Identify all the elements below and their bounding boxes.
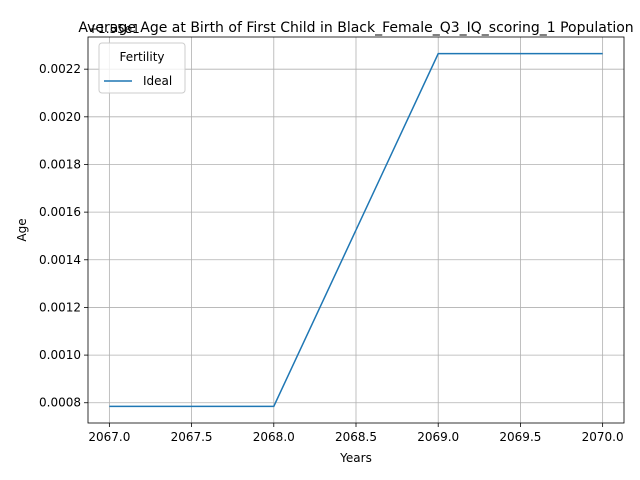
x-tick-label: 2069.5 [499,430,541,444]
x-tick-label: 2067.5 [171,430,213,444]
y-offset-text: +1.55e1 [88,22,140,36]
x-tick-label: 2068.5 [335,430,377,444]
series-line-ideal [109,52,603,408]
series-layer [109,52,603,408]
x-tick-label: 2067.0 [88,430,130,444]
x-tick-label: 2069.0 [417,430,459,444]
ticks-layer: 2067.0 2067.5 2068.0 2068.5 2069.0 2069.5 2070… [39,62,624,444]
legend-title: Fertility [119,50,164,64]
y-tick-label: 0.0008 [39,396,81,410]
y-tick-label: 0.0010 [39,348,81,362]
y-tick-label: 0.0014 [39,253,81,267]
x-tick-label: 2070.0 [582,430,624,444]
y-tick-label: 0.0022 [39,62,81,76]
legend-label-ideal: Ideal [143,74,172,88]
x-axis-label: Years [339,451,372,465]
x-tick-label: 2068.0 [253,430,295,444]
y-tick-label: 0.0020 [39,110,81,124]
y-tick-label: 0.0018 [39,157,81,171]
legend: Fertility Ideal [98,42,186,94]
chart-title: Average Age at Birth of First Child in B… [78,20,633,36]
y-axis-label: Age [15,218,29,241]
y-tick-label: 0.0016 [39,205,81,219]
y-tick-label: 0.0012 [39,300,81,314]
grid-layer [88,37,624,423]
